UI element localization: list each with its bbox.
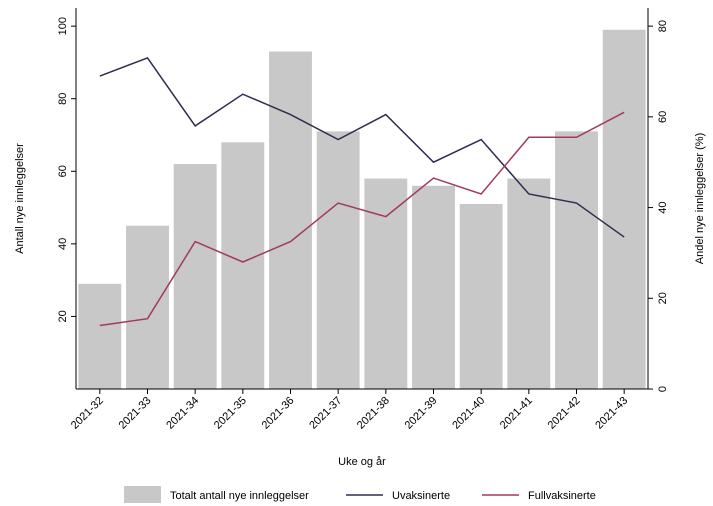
bar-series [78, 29, 646, 390]
x-tick-label: 2021-32 [69, 395, 106, 432]
bar [602, 29, 646, 390]
y-axis-label-left: Antall nye innleggelser [14, 143, 26, 254]
line-fully-vaccinated [99, 111, 625, 327]
bar [126, 225, 169, 389]
right-tick-label: 0 [657, 386, 669, 392]
right-tick-label: 60 [657, 111, 669, 123]
x-axis-label: Uke og år [338, 456, 386, 468]
x-tick-label: 2021-40 [450, 395, 487, 432]
legend-swatch-bar [124, 486, 161, 503]
right-tick-label: 80 [657, 20, 669, 32]
bar [221, 142, 265, 389]
bar [412, 185, 455, 389]
y-axis-label-right: Andel nye innleggelser (%) [694, 133, 706, 264]
x-tick-label: 2021-34 [164, 395, 201, 432]
bar [459, 203, 503, 389]
bar [507, 178, 551, 389]
legend: Totalt antall nye innleggelser Uvaksiner… [124, 486, 596, 503]
bar [555, 131, 598, 389]
line-series [99, 56, 625, 327]
x-tick-label: 2021-37 [307, 395, 344, 432]
x-tick-label: 2021-33 [117, 395, 154, 432]
right-tick-label: 40 [657, 201, 669, 213]
x-tick-label: 2021-41 [498, 395, 535, 432]
bar [173, 164, 217, 389]
x-tick-label: 2021-42 [546, 395, 583, 432]
left-y-ticks: 20 40 60 80 100 [57, 17, 76, 323]
left-tick-label: 100 [57, 17, 69, 35]
bar [364, 178, 408, 389]
right-y-ticks: 0 20 40 60 80 [648, 20, 669, 392]
bar [78, 283, 122, 389]
bar [316, 131, 360, 389]
legend-label-unvaccinated: Uvaksinerte [392, 490, 450, 502]
left-tick-label: 20 [57, 310, 69, 322]
x-ticks: 2021-32 2021-33 2021-34 2021-35 2021-36 2021-… [69, 389, 630, 432]
left-tick-label: 80 [57, 93, 69, 105]
legend-label-fully-vaccinated: Fullvaksinerte [528, 490, 596, 502]
line-unvaccinated [99, 56, 625, 238]
x-tick-label: 2021-38 [355, 395, 392, 432]
left-tick-label: 60 [57, 165, 69, 177]
right-tick-label: 20 [657, 292, 669, 304]
x-tick-label: 2021-43 [593, 395, 630, 432]
legend-label-total: Totalt antall nye innleggelser [170, 490, 309, 502]
bar [269, 51, 312, 389]
x-tick-label: 2021-36 [260, 395, 297, 432]
x-tick-label: 2021-39 [403, 395, 440, 432]
x-tick-label: 2021-35 [212, 395, 249, 432]
left-tick-label: 40 [57, 238, 69, 250]
